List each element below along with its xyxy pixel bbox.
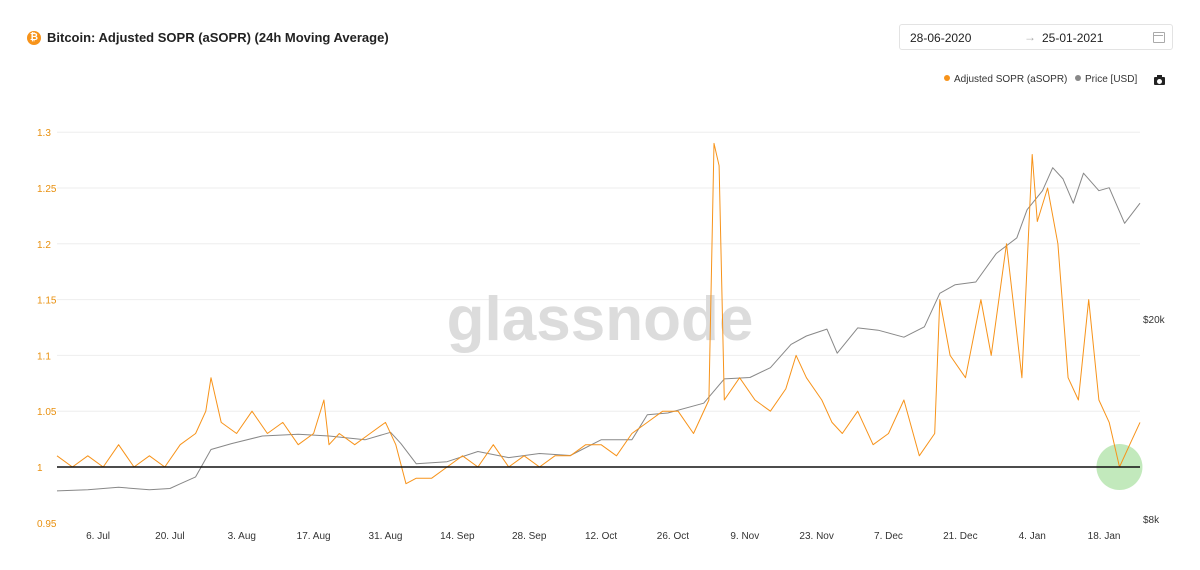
y-tick-label-left: 1.05 xyxy=(37,407,57,418)
date-range-picker[interactable]: 28-06-2020 → 25-01-2021 xyxy=(899,24,1173,50)
legend-label-price: Price [USD] xyxy=(1085,74,1138,85)
x-tick-label: 14. Sep xyxy=(440,531,475,542)
y-tick-label-right: $20k xyxy=(1143,315,1166,326)
legend-dot-price xyxy=(1075,75,1081,81)
y-axis-right: $20k $8k xyxy=(1143,315,1166,526)
x-tick-label: 6. Jul xyxy=(86,531,110,542)
series-line-price xyxy=(56,167,1141,492)
date-from-input[interactable]: 28-06-2020 xyxy=(910,31,972,45)
series-line-asopr xyxy=(56,142,1141,485)
y-axis-left: 1.3 1.25 1.2 1.15 1.1 1.05 1 0.95 xyxy=(37,128,57,530)
legend-dot-asopr xyxy=(944,75,950,81)
y-tick-label-left: 1.15 xyxy=(37,296,57,307)
x-tick-label: 20. Jul xyxy=(155,531,184,542)
chart-header: ₿ Bitcoin: Adjusted SOPR (aSOPR) (24h Mo… xyxy=(0,0,1200,72)
y-tick-label-left: 1.25 xyxy=(37,184,57,195)
x-tick-label: 28. Sep xyxy=(512,531,547,542)
date-to-input[interactable]: 25-01-2021 xyxy=(1042,31,1104,45)
camera-icon[interactable] xyxy=(1154,75,1165,85)
y-tick-label-left: 0.95 xyxy=(37,519,57,530)
y-tick-label-right: $8k xyxy=(1143,515,1160,526)
x-tick-label: 12. Oct xyxy=(585,531,617,542)
series-layer xyxy=(56,142,1141,492)
y-tick-label-left: 1.1 xyxy=(37,351,51,362)
y-tick-label-left: 1.3 xyxy=(37,128,51,139)
bitcoin-icon: ₿ xyxy=(27,31,41,45)
y-tick-label-left: 1 xyxy=(37,463,43,474)
legend-label-asopr: Adjusted SOPR (aSOPR) xyxy=(954,74,1068,85)
x-tick-label: 4. Jan xyxy=(1019,531,1046,542)
y-tick-label-left: 1.2 xyxy=(37,240,51,251)
chart-title: Bitcoin: Adjusted SOPR (aSOPR) (24h Movi… xyxy=(47,30,389,45)
x-tick-label: 26. Oct xyxy=(657,531,689,542)
x-tick-label: 17. Aug xyxy=(297,531,331,542)
legend-item-asopr[interactable]: Adjusted SOPR (aSOPR) xyxy=(944,74,1067,85)
x-tick-label: 18. Jan xyxy=(1088,531,1121,542)
arrow-right-icon: → xyxy=(1024,30,1036,44)
calendar-icon[interactable] xyxy=(1153,32,1165,43)
x-tick-label: 9. Nov xyxy=(730,531,759,542)
legend-item-price[interactable]: Price [USD] xyxy=(1075,74,1137,85)
x-tick-label: 23. Nov xyxy=(799,531,833,542)
x-tick-label: 7. Dec xyxy=(874,531,903,542)
x-tick-label: 21. Dec xyxy=(943,531,977,542)
x-tick-label: 31. Aug xyxy=(369,531,403,542)
x-tick-label: 3. Aug xyxy=(228,531,256,542)
x-axis: 6. Jul 20. Jul 3. Aug 17. Aug 31. Aug 14. Sep… xyxy=(86,531,1120,542)
watermark: glassnode xyxy=(447,285,754,354)
grid-lines xyxy=(57,131,1140,412)
